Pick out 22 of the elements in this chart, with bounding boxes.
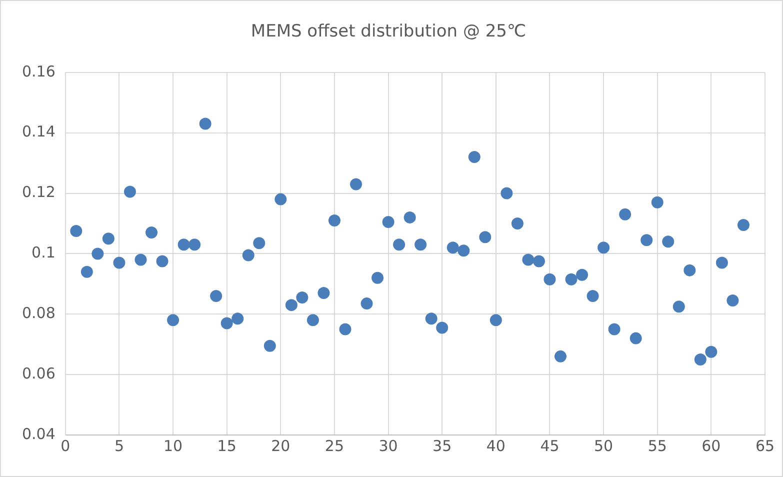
x-tick-label: 25 [324,436,344,455]
x-tick-label: 35 [432,436,452,455]
y-tick-label: 0.08 [22,304,56,322]
x-tick-label: 60 [702,436,721,455]
x-tick-label: 10 [163,436,183,455]
chart-title: MEMS offset distribution @ 25℃ [250,22,526,42]
x-tick-label: 20 [271,436,290,455]
x-tick-label: 5 [114,436,124,455]
y-tick-label: 0.06 [22,364,56,382]
x-tick-label: 40 [486,436,506,455]
y-tick-label: 0.12 [22,183,56,202]
x-tick-label: 15 [217,436,236,455]
x-tick-label: 50 [594,436,614,455]
y-tick-label: 0.04 [22,424,56,443]
x-tick-label: 30 [378,436,398,455]
y-tick-label: 0.1 [32,244,56,262]
y-tick-label: 0.14 [22,122,56,141]
x-tick-label: 0 [60,436,70,455]
x-tick-label: 65 [755,436,775,455]
x-tick-label: 55 [648,436,667,455]
y-tick-label: 0.16 [22,62,56,80]
x-tick-label: 45 [540,436,560,455]
